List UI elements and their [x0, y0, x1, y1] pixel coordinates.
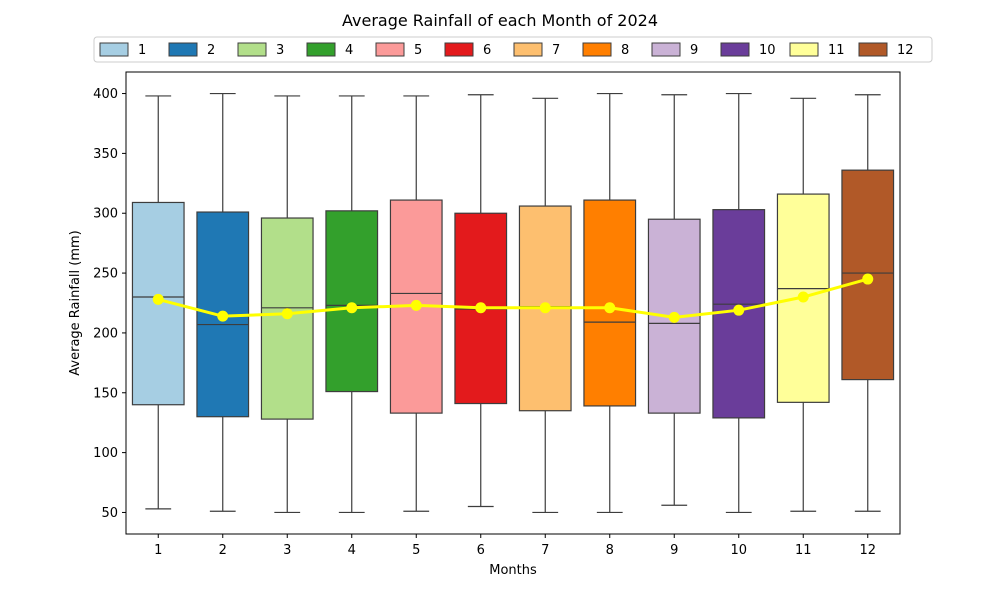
box-month-10: [712, 92, 766, 514]
legend-item-5: 5: [375, 42, 422, 58]
x-tick-label: 10: [730, 543, 747, 558]
mean-point-10: [733, 304, 745, 316]
plot-frame: [125, 71, 901, 535]
legend-label: 1: [138, 43, 146, 58]
legend-label: 3: [276, 43, 284, 58]
x-tick-label: 12: [859, 543, 876, 558]
y-axis: 50 100 150 200 250 300 350 400: [93, 87, 126, 521]
x-tick-label: 6: [477, 543, 485, 558]
y-axis-label: Average Rainfall (mm): [68, 230, 83, 375]
legend-swatch: [651, 42, 681, 57]
x-tick-label: 4: [348, 543, 356, 558]
box-month-12: [841, 94, 895, 512]
box-iqr: [712, 209, 766, 419]
mean-point-8: [604, 302, 616, 314]
chart-title: Average Rainfall of each Month of 2024: [342, 11, 658, 30]
box-month-3: [260, 95, 314, 514]
box-month-4: [325, 95, 379, 514]
box-month-2: [196, 92, 250, 512]
x-tick-label: 9: [670, 543, 678, 558]
legend-label: 11: [828, 43, 845, 58]
mean-point-2: [217, 310, 229, 322]
legend-label: 9: [690, 43, 698, 58]
legend-swatch: [237, 42, 267, 57]
y-tick-label: 100: [93, 446, 118, 461]
y-tick-label: 250: [93, 267, 118, 282]
mean-line: [157, 277, 869, 319]
legend-swatch: [582, 42, 612, 57]
legend-item-9: 9: [651, 42, 698, 58]
legend-item-12: 12: [858, 42, 914, 58]
legend-swatch: [99, 42, 129, 57]
legend-swatch: [444, 42, 474, 57]
y-tick-label: 400: [93, 87, 118, 102]
mean-point-9: [668, 311, 680, 323]
legend: 1 2 3 4 5 6 7 8 9 10 11 12: [93, 36, 933, 63]
legend-swatch: [306, 42, 336, 57]
x-tick-label: 8: [606, 543, 614, 558]
legend-swatch: [720, 42, 750, 57]
legend-item-2: 2: [168, 42, 215, 58]
mean-point-7: [539, 302, 551, 314]
legend-item-6: 6: [444, 42, 491, 58]
mean-point-6: [475, 302, 487, 314]
legend-label: 4: [345, 43, 353, 58]
legend-swatch: [858, 42, 888, 57]
legend-item-1: 1: [99, 42, 146, 58]
plot-area: [125, 71, 901, 535]
box-month-11: [776, 97, 830, 512]
legend-swatch: [375, 42, 405, 57]
legend-item-11: 11: [789, 42, 845, 58]
legend-swatch: [789, 42, 819, 57]
legend-label: 5: [414, 43, 422, 58]
mean-point-1: [152, 293, 164, 305]
y-tick-label: 300: [93, 207, 118, 222]
legend-swatch: [513, 42, 543, 57]
x-tick-label: 11: [795, 543, 812, 558]
mean-point-12: [862, 273, 874, 285]
x-tick-label: 2: [219, 543, 227, 558]
box-iqr: [841, 169, 895, 381]
x-tick-label: 3: [283, 543, 291, 558]
x-axis-label: Months: [489, 563, 537, 578]
mean-point-4: [346, 302, 358, 314]
x-axis: 1 2 3 4 5 6 7 8 9 10 11 12: [154, 534, 876, 558]
legend-item-7: 7: [513, 42, 560, 58]
y-tick-label: 350: [93, 147, 118, 162]
y-tick-label: 150: [93, 386, 118, 401]
box-month-9: [647, 94, 701, 506]
legend-item-4: 4: [306, 42, 353, 58]
y-tick-label: 50: [101, 506, 118, 521]
legend-label: 6: [483, 43, 491, 58]
x-tick-label: 5: [412, 543, 420, 558]
mean-point-11: [797, 291, 809, 303]
mean-point-3: [281, 308, 293, 320]
legend-item-10: 10: [720, 42, 776, 58]
legend-label: 12: [897, 43, 914, 58]
legend-swatch: [168, 42, 198, 57]
legend-item-8: 8: [582, 42, 629, 58]
mean-point-5: [410, 299, 422, 311]
x-tick-label: 1: [154, 543, 162, 558]
legend-label: 7: [552, 43, 560, 58]
box-iqr: [325, 210, 379, 393]
legend-label: 2: [207, 43, 215, 58]
legend-label: 8: [621, 43, 629, 58]
legend-item-3: 3: [237, 42, 284, 58]
x-tick-label: 7: [541, 543, 549, 558]
box-month-6: [454, 94, 508, 508]
box-iqr: [776, 193, 830, 403]
y-tick-label: 200: [93, 326, 118, 341]
legend-label: 10: [759, 43, 776, 58]
